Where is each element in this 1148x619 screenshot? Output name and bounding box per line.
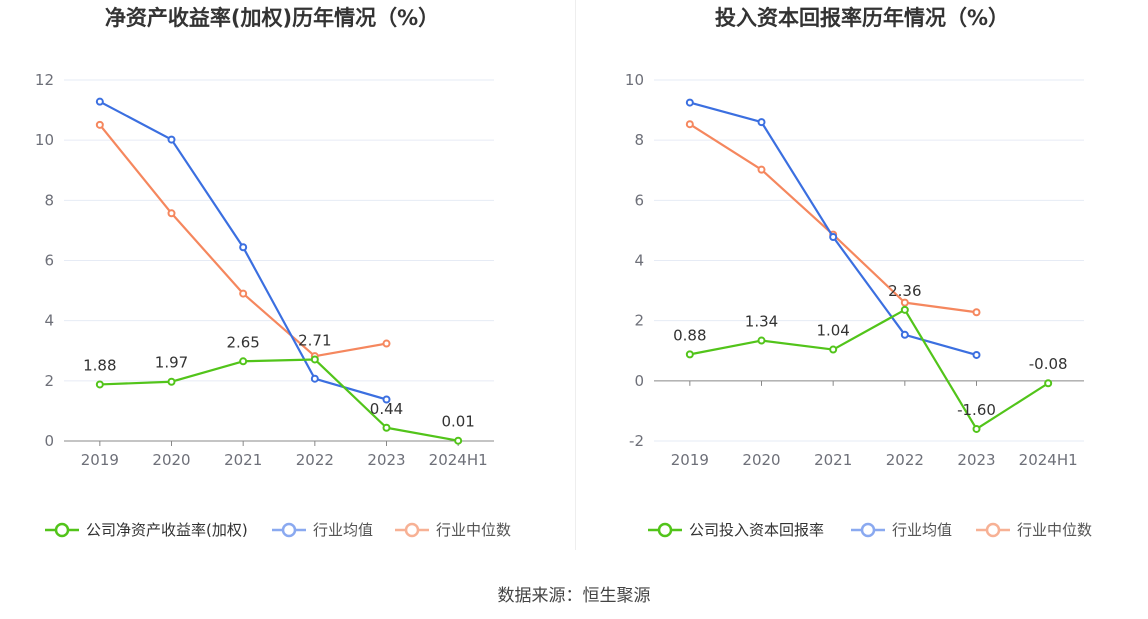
y-tick-label: 8 xyxy=(44,191,54,209)
data-point-company xyxy=(310,355,319,364)
legend-marker-icon xyxy=(860,522,876,538)
chart-title: 投入资本回报率历年情况（%） xyxy=(715,6,1009,30)
y-tick-label: 0 xyxy=(634,372,644,390)
x-tick-label: 2020 xyxy=(742,451,780,469)
x-tick-label: 2021 xyxy=(224,451,262,469)
data-label: 2.65 xyxy=(226,333,259,351)
data-point-industry_avg xyxy=(95,97,104,106)
y-tick-label: 0 xyxy=(44,432,54,450)
data-point-company xyxy=(757,336,766,345)
x-tick-label: 2019 xyxy=(671,451,709,469)
chart-title: 净资产收益率(加权)历年情况（%） xyxy=(105,6,439,30)
series-line-company xyxy=(99,358,459,442)
data-label: 1.97 xyxy=(155,354,188,372)
series-line-company xyxy=(689,308,1049,431)
legend-item-industry_median[interactable]: 行业中位数 xyxy=(395,521,511,539)
data-point-industry_median xyxy=(757,165,766,174)
legend-item-industry_median[interactable]: 行业中位数 xyxy=(976,521,1092,539)
data-point-company xyxy=(95,380,104,389)
y-tick-label: 10 xyxy=(625,71,644,89)
data-point-company xyxy=(972,424,981,433)
data-point-company xyxy=(454,436,463,445)
x-tick-label: 2020 xyxy=(152,451,190,469)
legend-marker-icon xyxy=(985,522,1001,538)
series-line-industry_median xyxy=(689,123,977,314)
data-point-industry_avg xyxy=(382,395,391,404)
legend-marker-icon xyxy=(657,522,673,538)
legend-marker-icon xyxy=(54,522,70,538)
y-tick-label: 12 xyxy=(35,71,54,89)
y-tick-label: 6 xyxy=(44,252,54,270)
data-label: 0.88 xyxy=(673,326,706,344)
legend-label: 行业中位数 xyxy=(1017,521,1092,539)
data-point-industry_median xyxy=(382,339,391,348)
x-tick-label: 2019 xyxy=(81,451,119,469)
series-line-industry_median xyxy=(98,124,387,358)
y-tick-label: 8 xyxy=(634,131,644,149)
roe-chart: 净资产收益率(加权)历年情况（%） 0 2 4 6 8 10 12 2019 2020 2021 20… xyxy=(0,0,575,560)
x-tick-label: 2022 xyxy=(296,451,334,469)
y-tick-label: 6 xyxy=(634,191,644,209)
y-tick-label: 10 xyxy=(35,131,54,149)
data-point-industry_avg xyxy=(900,330,909,339)
data-point-company xyxy=(1044,379,1053,388)
x-tick-label: 2021 xyxy=(814,451,852,469)
chart-svg: 净资产收益率(加权)历年情况（%） 0 2 4 6 8 10 12 2019 2020 2021 20… xyxy=(35,6,511,539)
x-tick-label: 2024H1 xyxy=(429,451,488,469)
data-point-industry_avg xyxy=(972,350,981,359)
data-label: -0.08 xyxy=(1029,355,1068,373)
data-point-company xyxy=(382,423,391,432)
data-label: 2.36 xyxy=(888,282,921,300)
y-tick-label: 4 xyxy=(44,312,54,330)
data-point-industry_avg xyxy=(239,243,248,252)
data-point-industry_median xyxy=(972,308,981,317)
data-point-industry_avg xyxy=(757,118,766,127)
legend-label: 行业均值 xyxy=(313,521,373,539)
data-point-company xyxy=(900,305,909,314)
data-label: -1.60 xyxy=(957,401,996,419)
data-point-industry_median xyxy=(900,298,909,307)
data-label: 1.34 xyxy=(745,313,778,331)
panel-divider xyxy=(575,0,576,550)
y-tick-label: 2 xyxy=(634,312,644,330)
data-point-industry_avg xyxy=(310,374,319,383)
legend-item-industry_avg[interactable]: 行业均值 xyxy=(851,521,952,539)
data-point-industry_avg xyxy=(167,135,176,144)
x-tick-label: 2023 xyxy=(957,451,995,469)
data-point-industry_median xyxy=(167,209,176,218)
data-point-company xyxy=(167,377,176,386)
legend-marker-icon xyxy=(281,522,297,538)
data-point-industry_median xyxy=(239,289,248,298)
chart-svg: 投入资本回报率历年情况（%） -2 0 2 4 6 8 10 2019 2020 2021 2022 2… xyxy=(625,6,1092,539)
data-label: 0.01 xyxy=(441,413,474,431)
legend-item-company[interactable]: 公司净资产收益率(加权) xyxy=(45,521,248,539)
data-label: 1.04 xyxy=(816,322,849,340)
data-label: 1.88 xyxy=(83,356,116,374)
x-tick-label: 2022 xyxy=(886,451,924,469)
data-point-company xyxy=(685,350,694,359)
legend-marker-icon xyxy=(404,522,420,538)
roic-chart: 投入资本回报率历年情况（%） -2 0 2 4 6 8 10 2019 2020 2021 2022 2… xyxy=(576,0,1148,560)
data-source-note: 数据来源：恒生聚源 xyxy=(497,586,651,606)
x-tick-label: 2023 xyxy=(367,451,405,469)
legend-item-industry_avg[interactable]: 行业均值 xyxy=(272,521,373,539)
y-tick-label: -2 xyxy=(629,432,644,450)
y-tick-label: 2 xyxy=(44,372,54,390)
data-label: 0.44 xyxy=(370,400,403,418)
legend-item-company[interactable]: 公司投入资本回报率 xyxy=(648,521,824,539)
y-tick-label: 4 xyxy=(634,252,644,270)
data-point-company xyxy=(239,357,248,366)
legend-label: 行业中位数 xyxy=(436,521,511,539)
legend-label: 公司投入资本回报率 xyxy=(689,521,824,539)
data-point-industry_avg xyxy=(829,233,838,242)
data-label: 2.71 xyxy=(298,331,331,349)
data-point-industry_median xyxy=(95,120,104,129)
data-point-industry_avg xyxy=(685,98,694,107)
x-tick-label: 2024H1 xyxy=(1019,451,1078,469)
data-point-industry_median xyxy=(685,120,694,129)
legend-label: 行业均值 xyxy=(892,521,952,539)
data-point-company xyxy=(829,345,838,354)
legend-label: 公司净资产收益率(加权) xyxy=(86,521,248,539)
